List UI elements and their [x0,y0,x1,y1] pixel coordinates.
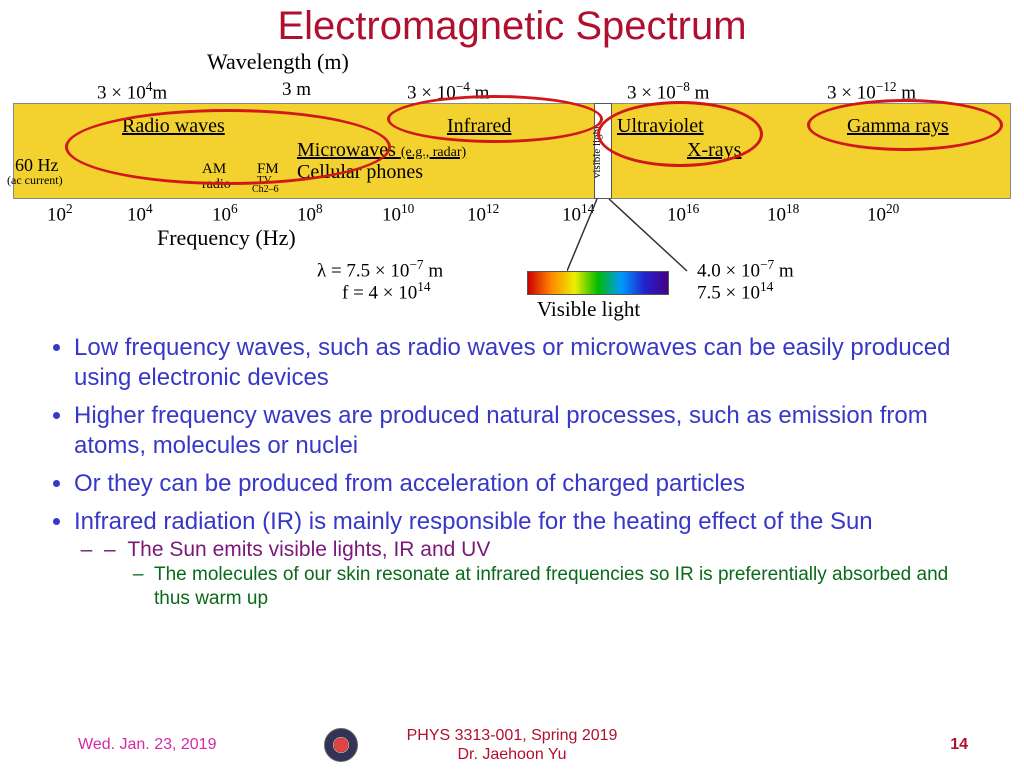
frequency-tick: 1012 [467,201,499,226]
frequency-tick: 106 [212,201,238,226]
frequency-tick: 1020 [867,201,899,226]
sub-bullet-item: – The Sun emits visible lights, IR and U… [104,537,989,611]
frequency-tick: 1018 [767,201,799,226]
rainbow-bar [527,271,669,295]
wavelength-tick: 3 × 104m [97,79,167,104]
frequency-tick: 102 [47,201,73,226]
visible-left-f: f = 4 × 1014 [342,279,431,304]
frequency-tick: 104 [127,201,153,226]
page-title: Electromagnetic Spectrum [0,4,1024,49]
bullet-list: Low frequency waves, such as radio waves… [48,333,989,611]
highlight-circle [387,95,603,143]
frequency-axis-label: Frequency (Hz) [157,225,296,251]
sub-sub-bullet-item: The molecules of our skin resonate at in… [154,563,989,611]
highlight-circle [65,109,391,185]
bullet-item: Higher frequency waves are produced natu… [74,401,989,461]
footer-page-number: 14 [950,736,968,754]
band-small-label: (ac current) [7,173,63,188]
band-small-label: Ch2–6 [252,184,279,195]
spectrum-diagram: Wavelength (m) 3 × 104m3 m3 × 10−4 m3 × … [7,49,1017,329]
bullet-item: Infrared radiation (IR) is mainly respon… [74,507,989,611]
wavelength-tick: 3 m [282,79,311,101]
frequency-tick: 108 [297,201,323,226]
highlight-circle [807,99,1003,151]
bullet-item: Or they can be produced from acceleratio… [74,469,989,499]
footer-course: PHYS 3313-001, Spring 2019 Dr. Jaehoon Y… [0,726,1024,764]
wavelength-axis-label: Wavelength (m) [207,49,349,75]
highlight-circle [597,101,763,167]
visible-right-f: 7.5 × 1014 [697,279,773,304]
frequency-tick: 1010 [382,201,414,226]
visible-light-label: Visible light [537,297,640,322]
bullet-item: Low frequency waves, such as radio waves… [74,333,989,393]
visible-callout-lines [567,199,707,274]
